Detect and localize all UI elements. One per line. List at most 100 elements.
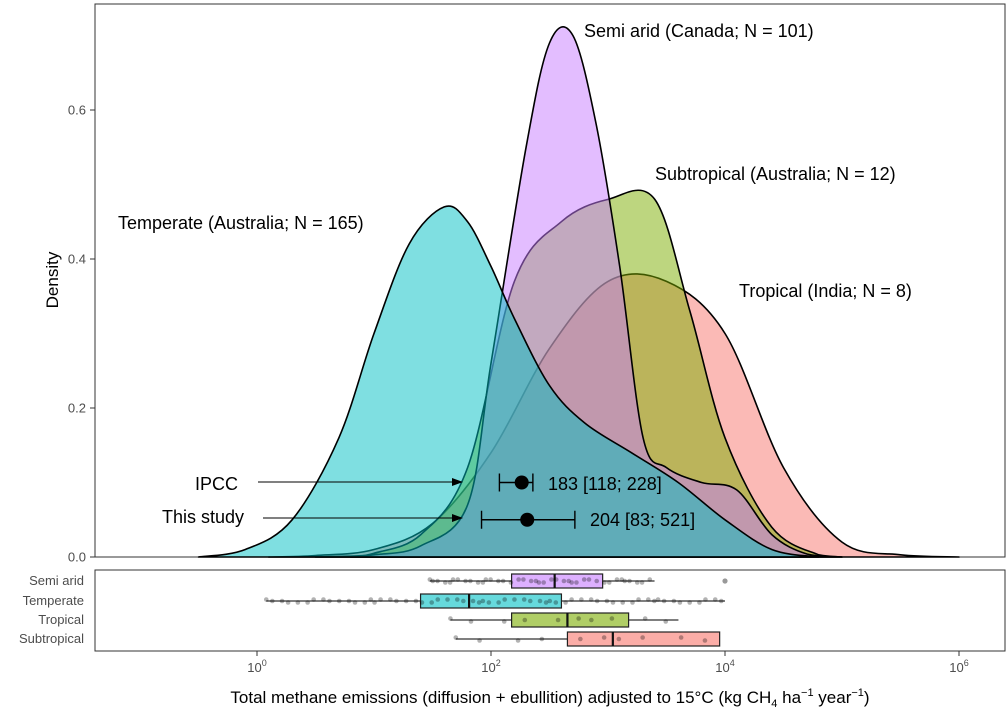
observation-point bbox=[419, 600, 425, 605]
observation-point bbox=[476, 600, 482, 605]
observation-point bbox=[594, 578, 600, 584]
observation-point bbox=[475, 580, 481, 585]
observation-point bbox=[640, 635, 645, 640]
observation-point bbox=[533, 578, 539, 584]
observation-point bbox=[445, 597, 450, 602]
x-tick-label: 106 bbox=[949, 658, 968, 675]
category-semi-arid: Semi arid bbox=[29, 573, 84, 588]
observation-point bbox=[687, 600, 692, 605]
observation-point bbox=[500, 578, 506, 584]
observation-point bbox=[430, 578, 436, 584]
observation-point bbox=[594, 598, 600, 604]
observation-point bbox=[555, 617, 561, 623]
observation-point bbox=[718, 598, 724, 604]
outlier-point bbox=[722, 578, 728, 584]
x-axis-title: Total methane emissions (diffusion + ebu… bbox=[230, 687, 869, 710]
observation-point bbox=[501, 619, 507, 624]
observation-point bbox=[455, 577, 461, 582]
observation-point bbox=[630, 600, 635, 605]
observation-point bbox=[352, 600, 358, 605]
observation-point bbox=[269, 598, 275, 604]
ipcc-label: IPCC bbox=[195, 474, 238, 494]
observation-point bbox=[480, 598, 486, 604]
x-axis: 100 102 104 106 bbox=[247, 651, 969, 675]
observation-point bbox=[581, 577, 587, 582]
observation-point bbox=[512, 597, 517, 602]
observation-point bbox=[521, 597, 527, 602]
observation-point bbox=[522, 617, 528, 623]
observation-point bbox=[448, 616, 453, 621]
observation-point bbox=[663, 619, 669, 624]
observation-point bbox=[483, 577, 489, 582]
observation-point bbox=[311, 597, 316, 602]
observation-point bbox=[285, 600, 291, 605]
category-subtropical: Subtropical bbox=[19, 631, 84, 646]
observation-point bbox=[327, 598, 332, 604]
label-subtropical: Subtropical (Australia; N = 12) bbox=[655, 164, 896, 184]
observation-point bbox=[569, 597, 574, 602]
observation-point bbox=[634, 580, 640, 585]
this-study-label: This study bbox=[162, 507, 244, 527]
observation-point bbox=[609, 616, 615, 621]
observation-point bbox=[435, 578, 440, 584]
this-study-estimate-text: 204 [83; 521] bbox=[590, 510, 695, 530]
observation-point bbox=[372, 600, 377, 605]
label-tropical: Tropical (India; N = 8) bbox=[739, 281, 912, 301]
observation-point bbox=[447, 580, 453, 585]
observation-point bbox=[496, 600, 501, 605]
observation-point bbox=[454, 597, 460, 602]
observation-point bbox=[602, 580, 607, 585]
annotation-point bbox=[520, 512, 535, 527]
label-semi-arid: Semi arid (Canada; N = 101) bbox=[584, 21, 814, 41]
observation-point bbox=[647, 577, 653, 582]
y-tick-label: 0.4 bbox=[68, 252, 86, 267]
observation-point bbox=[586, 577, 592, 582]
y-tick-label: 0.6 bbox=[68, 103, 86, 118]
observation-point bbox=[388, 597, 393, 602]
observation-point bbox=[463, 578, 468, 584]
observation-point bbox=[362, 600, 368, 605]
observation-point bbox=[712, 597, 718, 602]
observation-point bbox=[461, 598, 466, 604]
boxplots bbox=[263, 573, 728, 647]
observation-point bbox=[576, 616, 581, 621]
observation-point bbox=[543, 600, 549, 605]
observation-point bbox=[521, 577, 526, 582]
x-tick-label: 102 bbox=[481, 658, 500, 675]
observation-point bbox=[368, 597, 374, 602]
observation-point bbox=[321, 597, 326, 602]
box-subtropical bbox=[566, 631, 721, 647]
observation-point bbox=[677, 600, 683, 605]
observation-point bbox=[541, 580, 546, 585]
annotation-arrow-head bbox=[452, 514, 463, 522]
observation-point bbox=[553, 577, 559, 582]
observation-point bbox=[502, 597, 507, 602]
category-temperate: Temperate bbox=[23, 593, 84, 608]
observation-point bbox=[549, 577, 554, 582]
observation-point bbox=[263, 597, 269, 602]
observation-point bbox=[536, 580, 542, 585]
observation-point bbox=[589, 617, 594, 623]
observation-point bbox=[553, 600, 559, 605]
observation-point bbox=[477, 638, 482, 643]
observation-point bbox=[569, 580, 574, 585]
observation-point bbox=[539, 636, 545, 642]
observation-point bbox=[427, 577, 433, 582]
observation-point bbox=[697, 600, 702, 605]
observation-point bbox=[516, 577, 521, 582]
observation-point bbox=[636, 597, 641, 602]
observation-point bbox=[394, 598, 399, 604]
observation-point bbox=[702, 638, 708, 643]
x-tick-label: 104 bbox=[715, 658, 734, 675]
box-temperate bbox=[419, 593, 563, 609]
observation-point bbox=[488, 577, 493, 582]
observation-point bbox=[616, 636, 622, 642]
observation-point bbox=[528, 578, 534, 584]
observation-point bbox=[619, 577, 625, 582]
ipcc-estimate-text: 183 [118; 228] bbox=[548, 474, 662, 494]
observation-point bbox=[453, 635, 459, 640]
observation-point bbox=[614, 577, 620, 582]
density-curve-temperate bbox=[197, 205, 820, 558]
observation-point bbox=[486, 600, 492, 605]
